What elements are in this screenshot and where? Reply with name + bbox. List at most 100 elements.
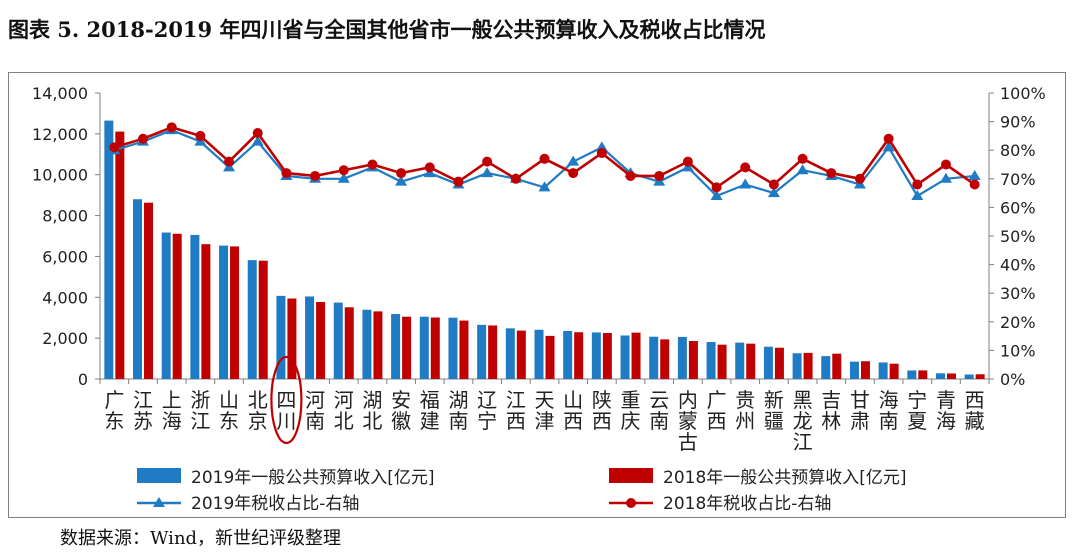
point-2019-tax-ratio <box>481 167 494 178</box>
bar-2018 <box>516 330 526 379</box>
bar-2018 <box>258 260 268 379</box>
bar-2019 <box>735 342 745 379</box>
bar-2019 <box>792 353 802 379</box>
x-category-label: 江苏 <box>133 388 153 433</box>
legend-label: 2019年一般公共预算收入[亿元] <box>191 468 435 488</box>
point-2018-tax-ratio <box>396 168 407 179</box>
bar-2018 <box>545 335 555 379</box>
bar-2019 <box>362 309 372 379</box>
point-2019-tax-ratio <box>538 181 551 192</box>
bar-2019 <box>133 199 143 379</box>
left-tick-label: 2,000 <box>42 329 88 348</box>
point-2018-tax-ratio <box>912 179 923 190</box>
x-category-label: 山东 <box>219 388 239 433</box>
x-category-label: 宁夏 <box>907 388 927 433</box>
x-category-label: 广西 <box>707 388 727 433</box>
point-2019-tax-ratio <box>567 155 580 166</box>
point-2019-tax-ratio <box>767 187 780 198</box>
right-tick-label: 0% <box>1000 370 1025 389</box>
bar-2019 <box>935 373 945 379</box>
point-2018-tax-ratio <box>797 153 808 164</box>
bar-2018 <box>201 244 211 379</box>
bar-2018 <box>860 361 870 379</box>
point-2018-tax-ratio <box>424 162 435 173</box>
bar-2018 <box>402 316 412 379</box>
bar-2019 <box>677 336 687 379</box>
legend-label: 2018年税收占比-右轴 <box>663 494 831 514</box>
point-2018-tax-ratio <box>109 142 120 153</box>
point-2018-tax-ratio <box>625 170 636 181</box>
right-tick-label: 10% <box>1000 341 1036 360</box>
bar-2019 <box>448 317 458 379</box>
bar-2018 <box>975 374 985 379</box>
bar-2019 <box>419 316 429 379</box>
x-category-label: 广东 <box>104 388 124 433</box>
bar-2019 <box>649 336 659 379</box>
point-2019-tax-ratio <box>968 169 981 180</box>
point-2018-tax-ratio <box>281 168 292 179</box>
bar-2019 <box>276 295 286 379</box>
point-2018-tax-ratio <box>883 133 894 144</box>
bar-2019 <box>333 302 343 379</box>
bar-2018 <box>774 347 784 379</box>
point-2018-tax-ratio <box>310 170 321 181</box>
chart-container: 0 2,000 4,000 6,000 8,000 10,000 12,000 14,000 0… <box>8 72 1066 518</box>
point-2019-tax-ratio <box>796 164 809 175</box>
bar-2019 <box>878 362 888 379</box>
x-category-label: 山西 <box>563 388 583 433</box>
x-category-label: 湖北 <box>362 388 382 433</box>
point-2018-tax-ratio <box>138 133 149 144</box>
point-2019-tax-ratio <box>739 178 752 189</box>
bar-2018 <box>144 202 154 379</box>
right-tick-label: 60% <box>1000 198 1036 217</box>
x-category-label: 海南 <box>879 388 899 433</box>
bar-2018 <box>344 307 354 379</box>
bar-2019 <box>477 324 487 379</box>
x-category-label: 新疆 <box>764 388 784 433</box>
right-tick-label: 50% <box>1000 227 1036 246</box>
legend-swatch <box>137 468 181 483</box>
x-category-label: 福建 <box>420 388 440 433</box>
left-tick-label: 8,000 <box>42 207 88 226</box>
bar-2019 <box>763 346 773 379</box>
left-tick-label: 10,000 <box>32 166 88 185</box>
left-tick-label: 6,000 <box>42 247 88 266</box>
x-category-label: 河北 <box>334 388 354 433</box>
x-category-label: 北京 <box>248 388 268 433</box>
x-category-label: 天津 <box>535 388 555 433</box>
x-category-label: 吉林 <box>821 388 841 433</box>
bar-2018 <box>631 332 641 379</box>
right-tick-label: 40% <box>1000 256 1036 275</box>
point-2018-tax-ratio <box>510 173 521 184</box>
x-category-label: 西藏 <box>965 388 985 433</box>
bar-2018 <box>172 233 182 379</box>
source-note: 数据来源：Wind，新世纪评级整理 <box>60 528 342 549</box>
x-category-label: 青海 <box>936 388 956 433</box>
bar-2018 <box>430 317 440 379</box>
bar-2018 <box>602 333 612 379</box>
point-2018-tax-ratio <box>740 162 751 173</box>
bar-2019 <box>821 356 831 379</box>
bar-2018 <box>832 353 842 379</box>
point-2018-tax-ratio <box>166 122 177 133</box>
legend-item: 2019年一般公共预算收入[亿元] <box>137 468 435 488</box>
bar-2018 <box>115 131 125 379</box>
bar-2019 <box>247 260 257 379</box>
bar-2019 <box>391 314 401 379</box>
legend-label: 2018年一般公共预算收入[亿元] <box>663 468 907 488</box>
chart-svg: 0 2,000 4,000 6,000 8,000 10,000 12,000 14,000 0… <box>32 84 1046 514</box>
bar-2019 <box>907 370 917 379</box>
x-category-label: 黑龙江 <box>793 388 813 454</box>
x-category-label: 甘肃 <box>850 388 870 433</box>
legend-item: 2018年税收占比-右轴 <box>609 494 831 514</box>
point-2018-tax-ratio <box>940 159 951 170</box>
legend-item: 2019年税收占比-右轴 <box>137 494 359 514</box>
legend-label: 2019年税收占比-右轴 <box>191 494 359 514</box>
point-2018-tax-ratio <box>224 156 235 167</box>
left-tick-label: 12,000 <box>32 125 88 144</box>
bar-2018 <box>287 298 297 379</box>
x-category-label: 贵州 <box>735 388 755 433</box>
bar-2018 <box>373 311 383 379</box>
point-2019-tax-ratio <box>251 135 264 146</box>
bar-2018 <box>574 332 584 379</box>
